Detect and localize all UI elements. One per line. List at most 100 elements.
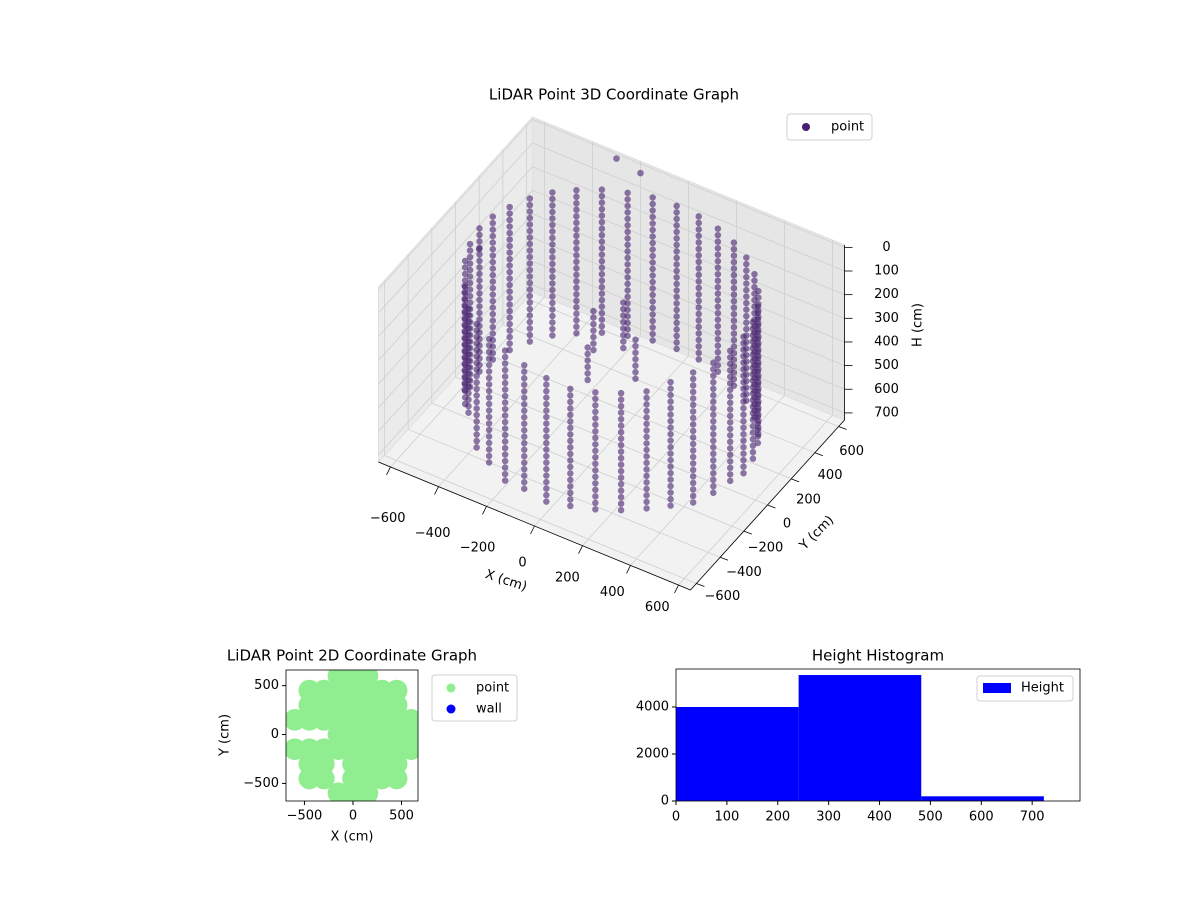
legend-box xyxy=(976,675,1074,702)
grid-line xyxy=(378,119,533,290)
grid-line xyxy=(532,237,845,366)
x-tick-label: 0 xyxy=(672,810,680,825)
point xyxy=(400,709,418,731)
y-axis-label: Y (cm) xyxy=(796,513,837,554)
point xyxy=(475,245,483,253)
y-tick-label: −600 xyxy=(705,589,741,604)
grid-line xyxy=(532,166,845,296)
legend-label: point xyxy=(831,120,864,135)
x-tick xyxy=(482,506,487,515)
legend-marker xyxy=(446,704,456,714)
point xyxy=(356,670,379,687)
y-axis xyxy=(690,419,845,591)
point xyxy=(385,679,408,702)
x-tick xyxy=(386,466,391,476)
z-tick-label: 300 xyxy=(874,311,899,326)
x-tick-label: 600 xyxy=(969,810,994,825)
x-tick-label: −500 xyxy=(287,809,323,824)
chart-title: LiDAR Point 3D Coordinate Graph xyxy=(489,86,739,104)
chart-title: Height Histogram xyxy=(812,647,944,665)
bar xyxy=(921,796,1044,801)
y-tick-label: 2000 xyxy=(636,746,669,761)
y-tick-label: −500 xyxy=(243,776,279,791)
x-tick xyxy=(434,486,439,495)
grid-line xyxy=(378,260,533,432)
y-tick-label: 4000 xyxy=(636,699,669,714)
grid-line xyxy=(378,166,533,337)
grid-line xyxy=(532,213,845,343)
bar xyxy=(798,675,922,801)
x-tick xyxy=(626,565,631,574)
z-tick-label: 700 xyxy=(874,405,899,420)
x-tick-label: 400 xyxy=(867,810,892,825)
grid-line xyxy=(479,350,792,480)
x-tick-label: 400 xyxy=(600,585,625,600)
grid-line xyxy=(378,284,533,456)
axes-frame xyxy=(285,669,419,802)
x-tick xyxy=(578,545,583,554)
y-axis-label: Y (cm) xyxy=(218,714,233,757)
point xyxy=(613,155,620,162)
x-axis xyxy=(378,461,691,591)
legend-marker xyxy=(802,123,810,131)
y-tick-label: 0 xyxy=(271,727,279,742)
grid-line xyxy=(532,284,845,414)
y-tick-label: 400 xyxy=(818,468,843,483)
axes-frame xyxy=(675,668,1081,802)
z-tick-label: 200 xyxy=(874,287,899,302)
plot-area xyxy=(286,670,418,801)
x-tick-label: −600 xyxy=(370,511,406,526)
z-tick-label: 0 xyxy=(882,240,890,255)
x-tick-label: −400 xyxy=(415,526,451,541)
x-tick-label: 200 xyxy=(765,810,790,825)
x-tick-label: 200 xyxy=(555,570,580,585)
y-tick xyxy=(743,530,752,535)
grid-line xyxy=(407,428,721,558)
grid-line xyxy=(532,118,845,248)
x-tick xyxy=(674,584,679,594)
y-tick xyxy=(719,556,729,561)
grid-line xyxy=(384,455,697,584)
x-tick-label: 700 xyxy=(1020,810,1045,825)
y-tick-label: −400 xyxy=(726,565,762,580)
point xyxy=(637,169,644,177)
x-tick-label: 500 xyxy=(918,810,943,825)
legend-marker xyxy=(446,683,456,693)
x-axis-label: X (cm) xyxy=(331,830,374,845)
x-tick-label: 300 xyxy=(816,810,841,825)
legend-box xyxy=(786,113,873,141)
y-tick xyxy=(791,478,800,483)
x-tick-label: 0 xyxy=(518,556,526,571)
x-tick-label: 600 xyxy=(645,600,670,615)
legend-label: Height xyxy=(1021,681,1064,696)
x-tick-label: −200 xyxy=(460,541,496,556)
x-tick xyxy=(530,525,535,535)
y-tick-label: 0 xyxy=(661,794,669,809)
y-tick xyxy=(838,426,847,430)
z-tick-label: 100 xyxy=(874,264,899,279)
y-tick xyxy=(814,452,824,457)
y-tick xyxy=(767,504,776,509)
grid-line xyxy=(378,142,533,314)
y-tick-label: 0 xyxy=(783,517,791,532)
x-tick-label: 0 xyxy=(349,809,357,824)
z-tick-label: 500 xyxy=(874,358,899,373)
legend-marker xyxy=(983,683,1011,693)
bar xyxy=(676,706,799,801)
x-axis-label: X (cm) xyxy=(483,567,529,595)
x-tick-label: 500 xyxy=(389,809,414,824)
legend-label: wall xyxy=(476,702,502,717)
z-tick-label: 400 xyxy=(874,334,899,349)
grid-line xyxy=(378,213,533,385)
z-axis-label: H (cm) xyxy=(911,303,926,347)
grid-line xyxy=(532,142,845,272)
grid-line xyxy=(431,402,744,532)
x-tick-label: 100 xyxy=(714,810,739,825)
y-tick-label: 600 xyxy=(839,444,864,459)
y-tick-label: −200 xyxy=(748,541,784,556)
y-tick xyxy=(696,583,705,587)
y-tick-label: 200 xyxy=(796,492,821,507)
grid-line xyxy=(532,260,845,390)
z-tick-label: 600 xyxy=(874,382,899,397)
